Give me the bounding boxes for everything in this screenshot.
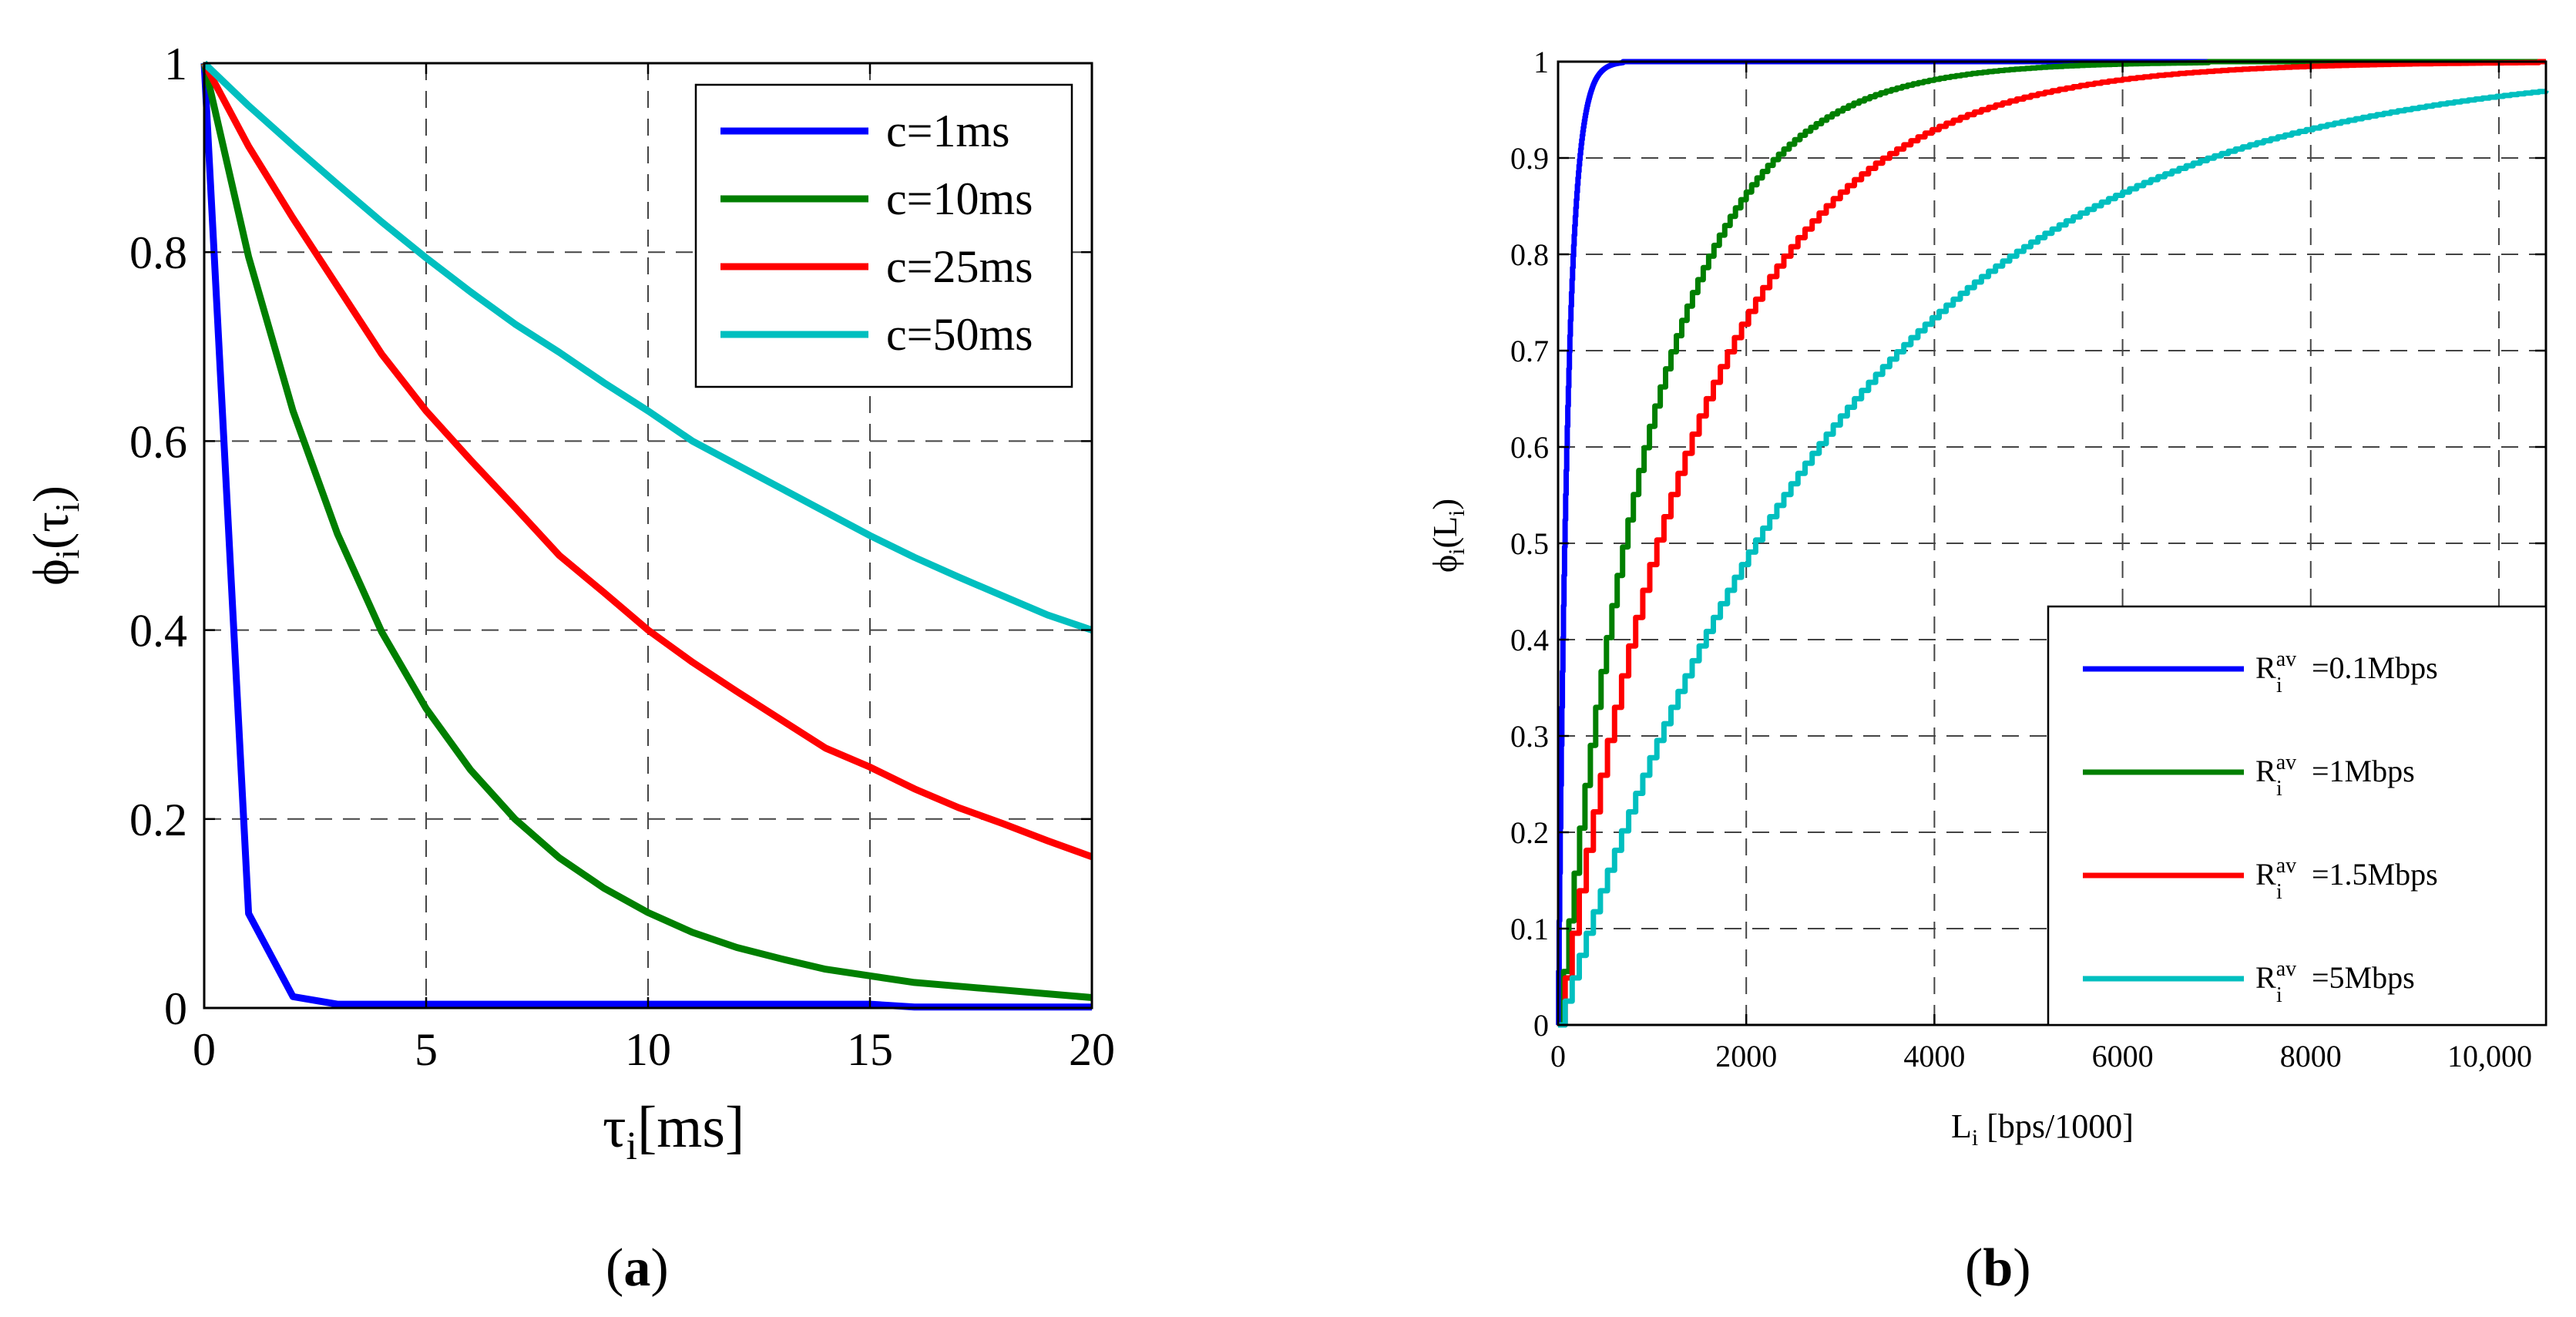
chart-b: 0 2000 4000 6000 8000 10,000 0 0.1 0.2 0.3 0.4 0.5 0…	[1426, 45, 2549, 1298]
chart-b-legend: Rav i=0.1Mbps Rav i=1Mbps Rav i=1.5Mbps Rav i=5…	[2047, 605, 2547, 1026]
legend-label: Rav i=1Mbps	[2255, 751, 2415, 801]
y-tick-label: 0.2	[1510, 815, 1549, 850]
x-tick-label: 8000	[2280, 1039, 2342, 1073]
y-tick-label: 0.9	[1510, 141, 1549, 176]
chart-b-y-axis-label: ϕi(Li)	[1426, 499, 1469, 573]
series-line-c=25ms	[201, 61, 1093, 861]
y-tick-label: 0.5	[1510, 526, 1549, 561]
chart-a-ticks: 0 5 10 15 20 0 0.2 0.4 0.6 0.8 1	[129, 39, 1115, 1075]
y-tick-label: 1	[164, 39, 187, 89]
y-tick-label: 0.2	[129, 795, 187, 845]
legend-label: c=10ms	[886, 173, 1033, 224]
y-tick-label: 0.6	[129, 416, 187, 467]
x-tick-label: 6000	[2092, 1039, 2154, 1073]
y-tick-label: 0.8	[129, 227, 187, 278]
x-tick-label: 5	[415, 1024, 438, 1075]
chart-a-y-axis-label: ϕi(τi)	[23, 485, 86, 586]
series-line-=0.1Mbps	[1556, 59, 2546, 1028]
y-tick-label: 0.8	[1510, 237, 1549, 272]
x-tick-label: 0	[1550, 1039, 1566, 1073]
x-tick-label: 15	[847, 1024, 893, 1075]
series-line-c=10ms	[200, 62, 1093, 1001]
x-tick-label: 20	[1069, 1024, 1115, 1075]
y-tick-label: 0.3	[1510, 719, 1549, 754]
legend-label: Rav i=0.1Mbps	[2255, 647, 2438, 697]
series-line-=1Mbps	[1558, 59, 2546, 1028]
x-tick-label: 0	[193, 1024, 216, 1075]
chart-b-x-axis-label: Li [bps/1000]	[1951, 1107, 2134, 1151]
y-tick-label: 0	[1533, 1008, 1549, 1043]
x-tick-label: 10,000	[2447, 1039, 2532, 1073]
chart-b-grid	[1558, 62, 2546, 1025]
chart-b-legend-box	[2047, 605, 2547, 1026]
series-line-=1.5Mbps	[1558, 59, 2546, 1028]
panel-label-b: (b)	[1965, 1238, 2031, 1298]
panel-label-a: (a)	[606, 1238, 669, 1298]
y-tick-label: 0.4	[129, 606, 187, 657]
legend-label: Rav i=5Mbps	[2255, 957, 2415, 1007]
legend-label: c=1ms	[886, 106, 1010, 156]
y-tick-label: 0.7	[1510, 334, 1549, 368]
x-tick-label: 10	[625, 1024, 671, 1075]
x-tick-label: 2000	[1715, 1039, 1777, 1073]
y-tick-label: 0.6	[1510, 430, 1549, 465]
chart-a-x-axis-label: τi[ms]	[603, 1095, 744, 1168]
legend-label: Rav i=1.5Mbps	[2255, 854, 2438, 904]
y-tick-label: 1	[1533, 45, 1549, 79]
y-tick-label: 0	[164, 983, 187, 1034]
chart-b-ticks: 0 2000 4000 6000 8000 10,000 0 0.1 0.2 0.3 0.4 0.5 0…	[1510, 45, 2546, 1073]
x-tick-label: 4000	[1903, 1039, 1965, 1073]
chart-a-legend: c=1ms c=10ms c=25ms c=50ms	[694, 83, 1073, 388]
series-line-c=50ms	[201, 60, 1093, 633]
series-line-=5Mbps	[1558, 89, 2549, 1028]
legend-label: c=25ms	[886, 241, 1033, 292]
chart-a: 0 5 10 15 20 0 0.2 0.4 0.6 0.8 1 c=1ms c=10ms c=25ms…	[23, 39, 1115, 1298]
legend-label: c=50ms	[886, 309, 1033, 360]
chart-b-series	[1556, 59, 2549, 1028]
y-tick-label: 0.4	[1510, 623, 1549, 657]
y-tick-label: 0.1	[1510, 912, 1549, 946]
